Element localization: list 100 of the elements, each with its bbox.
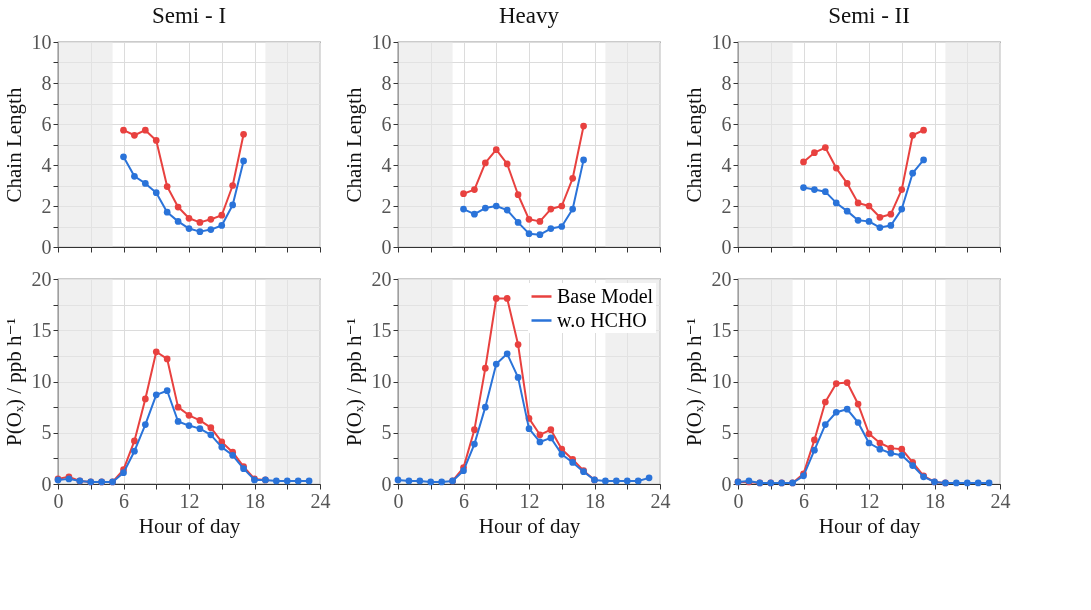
- point: [185, 422, 193, 429]
- y-tick-label: 0: [41, 235, 52, 258]
- point: [536, 438, 544, 446]
- point: [481, 403, 489, 411]
- point: [503, 160, 511, 168]
- y-tick-label: 5: [721, 421, 732, 444]
- y-tick-label: 10: [711, 370, 732, 392]
- point: [832, 164, 840, 172]
- y-axis-title: P(Oₓ) / ppb h⁻¹: [681, 318, 706, 446]
- y-tick-label: 0: [721, 235, 732, 258]
- point: [821, 421, 829, 428]
- point: [952, 479, 960, 487]
- y-tick-label: 10: [711, 30, 732, 53]
- x-tick-label: 18: [925, 489, 945, 512]
- x-axis-title: Hour of day: [478, 513, 581, 538]
- point: [547, 205, 555, 213]
- point: [163, 387, 171, 395]
- point: [843, 405, 851, 413]
- point: [558, 202, 566, 210]
- y-tick-label: 20: [711, 267, 732, 290]
- point: [481, 204, 489, 212]
- point: [471, 440, 478, 448]
- point: [800, 184, 807, 191]
- point: [207, 424, 215, 431]
- point: [240, 157, 247, 165]
- point: [294, 477, 302, 485]
- point: [558, 223, 566, 230]
- legend-label: w.o HCHO: [557, 308, 647, 331]
- point: [547, 426, 555, 434]
- point: [218, 222, 226, 229]
- point: [207, 226, 215, 233]
- point: [207, 431, 215, 439]
- point: [438, 478, 446, 486]
- point: [821, 144, 829, 151]
- point: [854, 419, 862, 426]
- x-tick-label: 6: [799, 489, 809, 512]
- x-axis-title: Hour of day: [818, 513, 921, 538]
- point: [525, 215, 533, 223]
- point: [854, 199, 862, 207]
- point: [163, 208, 171, 216]
- point: [141, 421, 149, 428]
- point: [427, 478, 435, 486]
- y-tick-label: 5: [381, 421, 392, 444]
- point: [120, 469, 127, 477]
- y-tick-label: 4: [41, 153, 52, 176]
- point: [832, 408, 840, 416]
- point: [416, 477, 424, 485]
- point: [898, 451, 906, 459]
- point: [623, 477, 631, 485]
- point: [174, 203, 182, 211]
- y-tick-label: 15: [31, 318, 52, 341]
- x-tick-label: 12: [859, 489, 880, 512]
- point: [207, 215, 215, 223]
- point: [865, 218, 873, 225]
- point: [218, 211, 226, 219]
- point: [612, 477, 620, 485]
- point: [481, 364, 489, 372]
- point: [645, 474, 653, 482]
- x-axis-title: Hour of day: [138, 513, 241, 538]
- y-axis-title: Chain Length: [681, 87, 706, 203]
- y-axis-title: Chain Length: [1, 87, 26, 203]
- y-tick-label: 5: [41, 421, 52, 444]
- point: [811, 186, 818, 193]
- point: [832, 199, 840, 207]
- point: [887, 222, 895, 229]
- point: [876, 213, 884, 221]
- point: [120, 153, 127, 161]
- y-tick-label: 8: [381, 71, 392, 94]
- point: [141, 395, 149, 403]
- point: [920, 126, 927, 134]
- point: [887, 210, 895, 218]
- point: [865, 439, 873, 447]
- point: [218, 443, 226, 451]
- point: [843, 379, 851, 386]
- y-tick-label: 8: [41, 71, 52, 94]
- y-tick-label: 8: [721, 71, 732, 94]
- y-tick-label: 0: [381, 235, 392, 258]
- point: [800, 158, 807, 166]
- point: [196, 219, 204, 226]
- point: [920, 156, 927, 164]
- y-tick-label: 10: [31, 370, 52, 392]
- point: [909, 131, 917, 139]
- point: [163, 355, 171, 363]
- point: [163, 183, 171, 190]
- point: [174, 418, 182, 425]
- point: [536, 431, 544, 439]
- y-tick-label: 20: [371, 267, 392, 290]
- point: [471, 210, 478, 218]
- x-tick-label: 12: [179, 489, 200, 512]
- y-tick-label: 0: [381, 472, 392, 495]
- point: [525, 230, 533, 238]
- point: [525, 425, 533, 432]
- point: [514, 341, 522, 348]
- point: [152, 189, 160, 197]
- point: [471, 426, 478, 434]
- point: [460, 190, 467, 198]
- chart-title: Semi - II: [828, 3, 910, 28]
- point: [492, 360, 500, 368]
- point: [229, 182, 237, 189]
- point: [865, 202, 873, 210]
